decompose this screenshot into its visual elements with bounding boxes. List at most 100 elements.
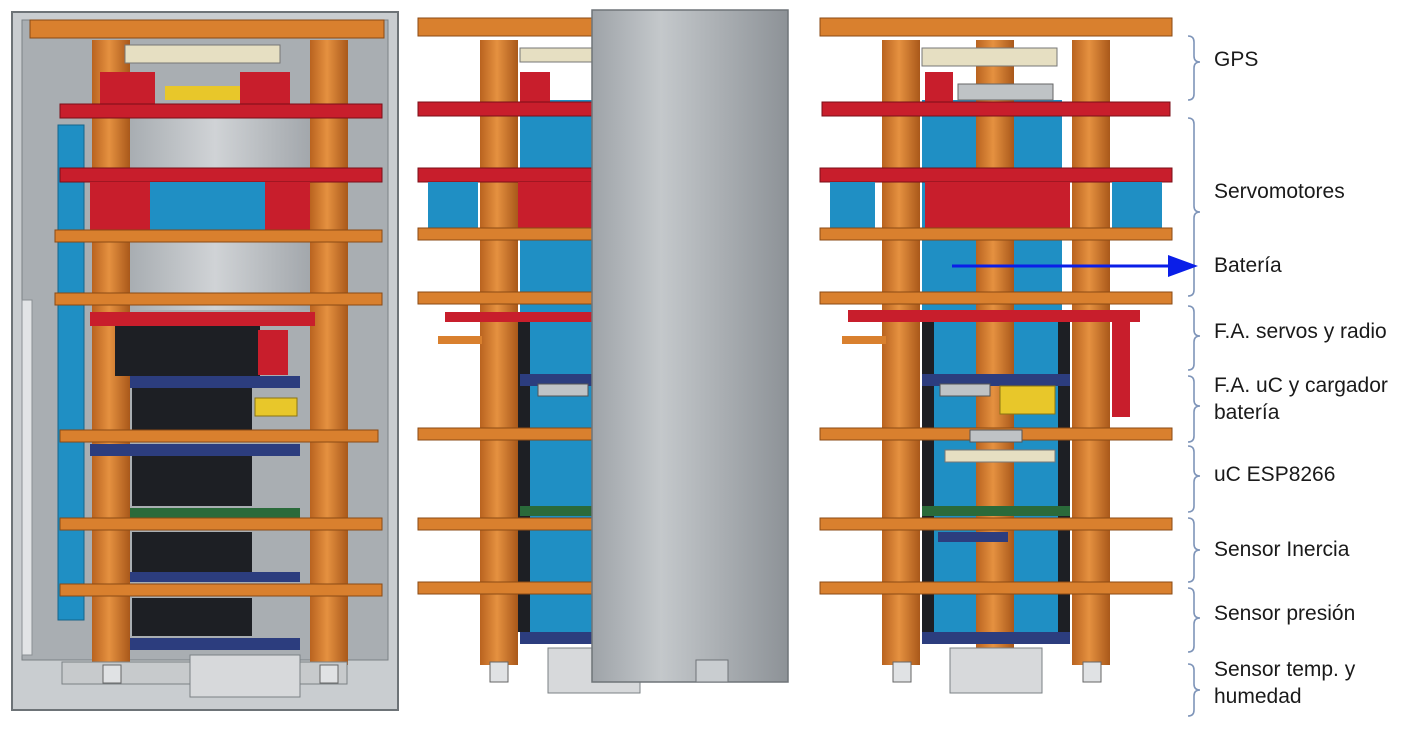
shell-wall <box>21 299 33 656</box>
foot <box>319 664 339 684</box>
side-tab <box>438 336 482 344</box>
fa-board <box>90 312 315 326</box>
brace-temp <box>1187 663 1201 717</box>
servo-blue <box>428 182 478 228</box>
label-fa-uc: F.A. uC y cargador batería <box>1214 372 1388 426</box>
plate <box>417 581 599 595</box>
yellow-part <box>254 397 298 417</box>
gps-gray <box>957 83 1054 101</box>
brace-fa-servos <box>1187 305 1201 371</box>
servo-body <box>518 182 596 228</box>
label-bateria: Batería <box>1214 254 1282 277</box>
black-strip <box>1058 322 1070 632</box>
red-side <box>1112 322 1130 417</box>
black-strip <box>518 322 530 632</box>
charger-yellow <box>999 385 1056 415</box>
brace-fa-uc <box>1187 375 1201 443</box>
label-uc: uC ESP8266 <box>1214 463 1336 486</box>
battery-block <box>591 9 789 683</box>
fa-board <box>445 312 595 322</box>
plate <box>417 427 599 441</box>
servo-body <box>265 182 310 230</box>
gps-board <box>124 44 281 64</box>
plate <box>819 517 1173 531</box>
sensor-box <box>949 647 1043 694</box>
fa-board <box>848 310 1140 322</box>
label-fa-uc-line2: batería <box>1214 401 1280 424</box>
black-board <box>132 598 252 636</box>
green-board <box>520 506 598 516</box>
column <box>1072 40 1110 665</box>
label-temp-line1: Sensor temp. y <box>1214 658 1356 681</box>
servo-plate <box>819 167 1173 183</box>
brace-inercia <box>1187 517 1201 583</box>
black-strip <box>922 322 934 632</box>
label-fa-servos: F.A. servos y radio <box>1214 320 1387 343</box>
servo-plate <box>59 167 383 183</box>
label-fa-uc-line1: F.A. uC y cargador <box>1214 374 1388 397</box>
braces <box>1187 35 1201 717</box>
column <box>976 40 1014 665</box>
servo-plate <box>417 167 599 183</box>
column <box>310 40 348 665</box>
foot <box>102 664 122 684</box>
foot <box>1082 661 1102 683</box>
plate <box>59 517 383 531</box>
label-temp: Sensor temp. y humedad <box>1214 656 1355 710</box>
foot <box>892 661 912 683</box>
plate <box>417 517 599 531</box>
black-board <box>132 456 252 506</box>
brace-servos-battery <box>1187 117 1201 297</box>
plate <box>59 429 379 443</box>
brace-gps <box>1187 35 1201 101</box>
gps-red <box>925 72 953 102</box>
connector <box>969 429 1023 443</box>
label-presion: Sensor presión <box>1214 602 1356 625</box>
green-board <box>922 506 1070 516</box>
gps-red <box>240 72 290 104</box>
servo-body <box>925 182 1070 228</box>
label-temp-line2: humedad <box>1214 685 1302 708</box>
label-gps: GPS <box>1214 48 1259 71</box>
column <box>480 40 518 665</box>
red-plate <box>59 103 383 119</box>
servo-blue <box>1112 182 1162 228</box>
plate <box>59 583 383 597</box>
uc-pins <box>944 449 1056 463</box>
view-middle <box>417 9 789 694</box>
plate <box>819 227 1173 241</box>
plate <box>417 227 599 241</box>
view-right <box>819 17 1173 694</box>
red-plate <box>417 101 599 117</box>
arrow-head <box>1168 255 1198 277</box>
black-board <box>115 326 260 376</box>
top-plate <box>417 17 599 37</box>
gps-board <box>921 47 1058 67</box>
navy-board <box>130 376 300 388</box>
side-board <box>57 124 85 621</box>
brace-presion <box>1187 587 1201 653</box>
plate <box>417 291 599 305</box>
connector <box>537 383 589 397</box>
black-board <box>132 388 252 430</box>
servo-blue <box>830 182 875 228</box>
gps-board <box>519 47 599 63</box>
top-plate <box>29 19 385 39</box>
navy-board <box>520 632 598 644</box>
black-board <box>132 532 252 572</box>
servo-body <box>90 182 150 230</box>
view-left <box>11 11 399 711</box>
plate <box>819 581 1173 595</box>
gps-yellow <box>165 86 240 100</box>
navy-board <box>938 532 1008 542</box>
navy-board <box>90 444 300 456</box>
side-tab <box>842 336 886 344</box>
connector <box>939 383 991 397</box>
header-red <box>258 330 288 375</box>
plate <box>54 229 383 243</box>
plate <box>54 292 383 306</box>
label-inercia: Sensor Inercia <box>1214 538 1350 561</box>
gps-red <box>520 72 550 102</box>
servo-blue <box>150 182 265 230</box>
